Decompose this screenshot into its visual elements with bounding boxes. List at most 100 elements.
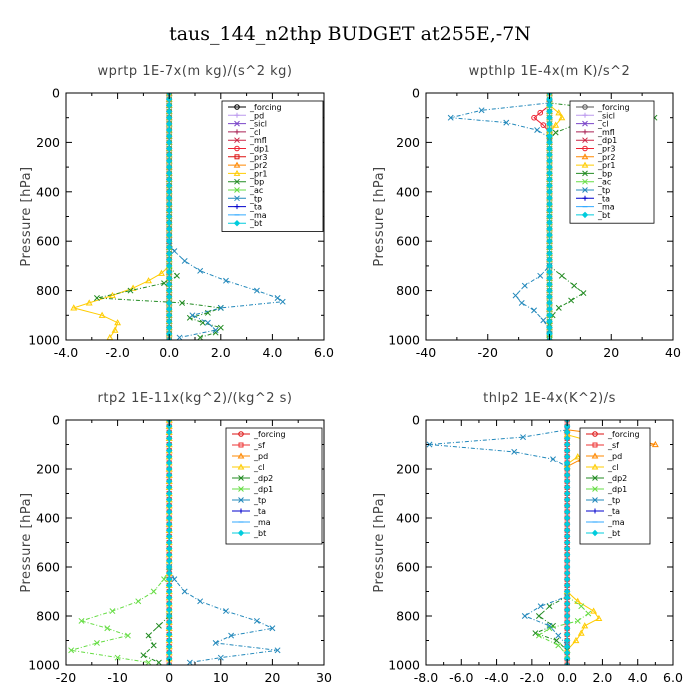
panel1-series-bp-point <box>173 272 180 279</box>
panel3-series-dp2-point <box>155 659 162 665</box>
panel3-series-bt-point <box>165 496 173 503</box>
panel2-legend-label: _pr1 <box>597 161 615 170</box>
panel4-series-bt-point <box>563 649 571 657</box>
panel1-series-bt-point <box>165 274 173 282</box>
panel3-series-bt-point <box>165 569 173 577</box>
panel2-series-bt-point <box>546 200 553 208</box>
panel3-xtick-label: 20 <box>264 670 280 685</box>
panel4-ytick-label: 800 <box>396 609 420 624</box>
panel4-series-dp2-point <box>553 637 560 644</box>
panel2-series-tp-point <box>537 272 544 279</box>
panel4-legend-marker <box>592 486 598 492</box>
panel1-series-bt-point <box>165 188 173 196</box>
panel4-legend-label: _ma <box>607 518 625 527</box>
panel3-series-dp1-point <box>94 639 100 646</box>
panel2-series-bt-point <box>546 293 553 301</box>
panel2-xtick-label: 20 <box>603 345 619 360</box>
panel2-series-bt-point <box>546 157 553 165</box>
panel4-legend-marker <box>592 442 598 448</box>
panel3-legend-label: _cl <box>253 463 265 472</box>
panel3-series-bt-point <box>165 649 173 657</box>
panel4-series-bt-point <box>563 533 571 540</box>
panel2-legend-marker <box>582 137 588 144</box>
panel3-series-bt-point <box>165 459 173 467</box>
panel1-series-tp-point <box>223 277 229 284</box>
panel3-series-dp1-point <box>150 588 157 595</box>
panel1-series-pr1-point <box>70 304 78 311</box>
panel1-series-bt-point <box>165 200 173 208</box>
panel3-series-dp2-point <box>140 652 147 659</box>
panel3-ytick-label: 200 <box>36 462 60 477</box>
panel1-xtick-label: -4.0 <box>54 345 78 360</box>
panel3-series-bt-point <box>165 484 173 491</box>
panel3-series-tp-point <box>228 632 235 639</box>
panel2-series-bp-point <box>558 272 565 279</box>
panel3-series-bt-point <box>165 631 173 638</box>
panel3-series-tp-point <box>181 588 188 595</box>
panel1-legend-label: _bt <box>249 219 262 228</box>
panel1-series-bt-point <box>165 213 173 220</box>
panel4-series-bt-point <box>563 569 571 577</box>
panel1-series-ac-point <box>166 93 173 96</box>
panel4-legend-marker <box>592 431 598 437</box>
panel4-xtick-label: 0.0 <box>557 670 577 685</box>
panel3-series-dp1-point <box>104 625 111 632</box>
panel2-series-bt-point <box>546 299 553 307</box>
panel3-xtick-label: 10 <box>213 670 229 685</box>
panel3-series-dp1-point <box>145 659 152 665</box>
panel2-legend-marker <box>582 170 588 177</box>
panel4-series-tp-point <box>520 434 526 441</box>
panel3-series-bt-point <box>165 588 173 595</box>
panel1-legend-marker <box>234 178 240 185</box>
panel2-series-tp-point <box>512 292 519 299</box>
panel1-series-bp-point <box>197 334 204 340</box>
panel2-series-tp-point <box>518 299 525 306</box>
panel4-series-dp1-point <box>546 625 553 632</box>
panel1-series-bt-point <box>165 120 173 128</box>
panel1-series-bt-point <box>165 139 173 146</box>
panel4-series-bt-point <box>563 477 571 485</box>
panel3-series-bt-point <box>165 502 173 510</box>
panel2-ytick-label: 0 <box>412 86 420 101</box>
panel1-series-bt-point <box>165 169 173 177</box>
panel2-series-bt-point <box>546 311 553 319</box>
panel4-legend-label: _sf <box>607 441 619 450</box>
panel1-ytick-label: 400 <box>36 184 60 199</box>
panel4-ylabel: Pressure [hPa] <box>372 492 387 592</box>
panel3-series-tp-point <box>217 654 224 661</box>
panel2-series-tp-point <box>534 127 541 134</box>
panel4-legend-marker <box>592 497 598 503</box>
panel1-legend-marker <box>234 195 240 202</box>
panel4-legend-label: _dp1 <box>607 485 627 494</box>
panel4-series-bt-point <box>563 551 571 559</box>
panel2-legend-label: _ta <box>597 194 610 203</box>
panel1-series-bt-point <box>165 299 173 307</box>
panel3-ytick-label: 1000 <box>28 658 60 673</box>
panel2-series-bt-point <box>546 256 553 264</box>
panel2-series-bt-point <box>546 268 553 276</box>
panel1-series-bp-point <box>217 324 224 331</box>
panel2-series-bp-point <box>568 297 575 304</box>
panel1-series-pr1-point <box>145 277 153 284</box>
panel1-series-bt-point <box>165 194 173 202</box>
panel3-legend-label: _tp <box>253 496 266 505</box>
panel2-series-bt-point <box>546 126 553 134</box>
panel4-series-bt-point <box>563 484 571 491</box>
panel3-legend-marker <box>238 486 244 492</box>
panel4-series-dp1-point <box>585 610 592 617</box>
panel3-series-bt-point <box>165 441 173 448</box>
panel1-series-bp-point <box>204 309 211 316</box>
panel2-title: wpthlp 1E-4x(m K)/s^2 <box>469 64 631 79</box>
panel1-legend-marker <box>234 204 240 210</box>
panel4-series-tp-line <box>429 429 568 646</box>
panel3-series-bt-point <box>165 471 173 479</box>
panel3-series-bt-point <box>165 618 173 626</box>
panel2-legend-marker <box>582 145 588 152</box>
panel1-series-bt-point <box>165 237 173 245</box>
panel2-legend-marker <box>582 187 588 193</box>
panel2-series-pr3-point <box>531 114 537 121</box>
panel3-ytick-label: 0 <box>52 413 60 428</box>
panel4-series-bt-point <box>563 502 571 510</box>
panel3-series-bt-point <box>165 447 173 454</box>
